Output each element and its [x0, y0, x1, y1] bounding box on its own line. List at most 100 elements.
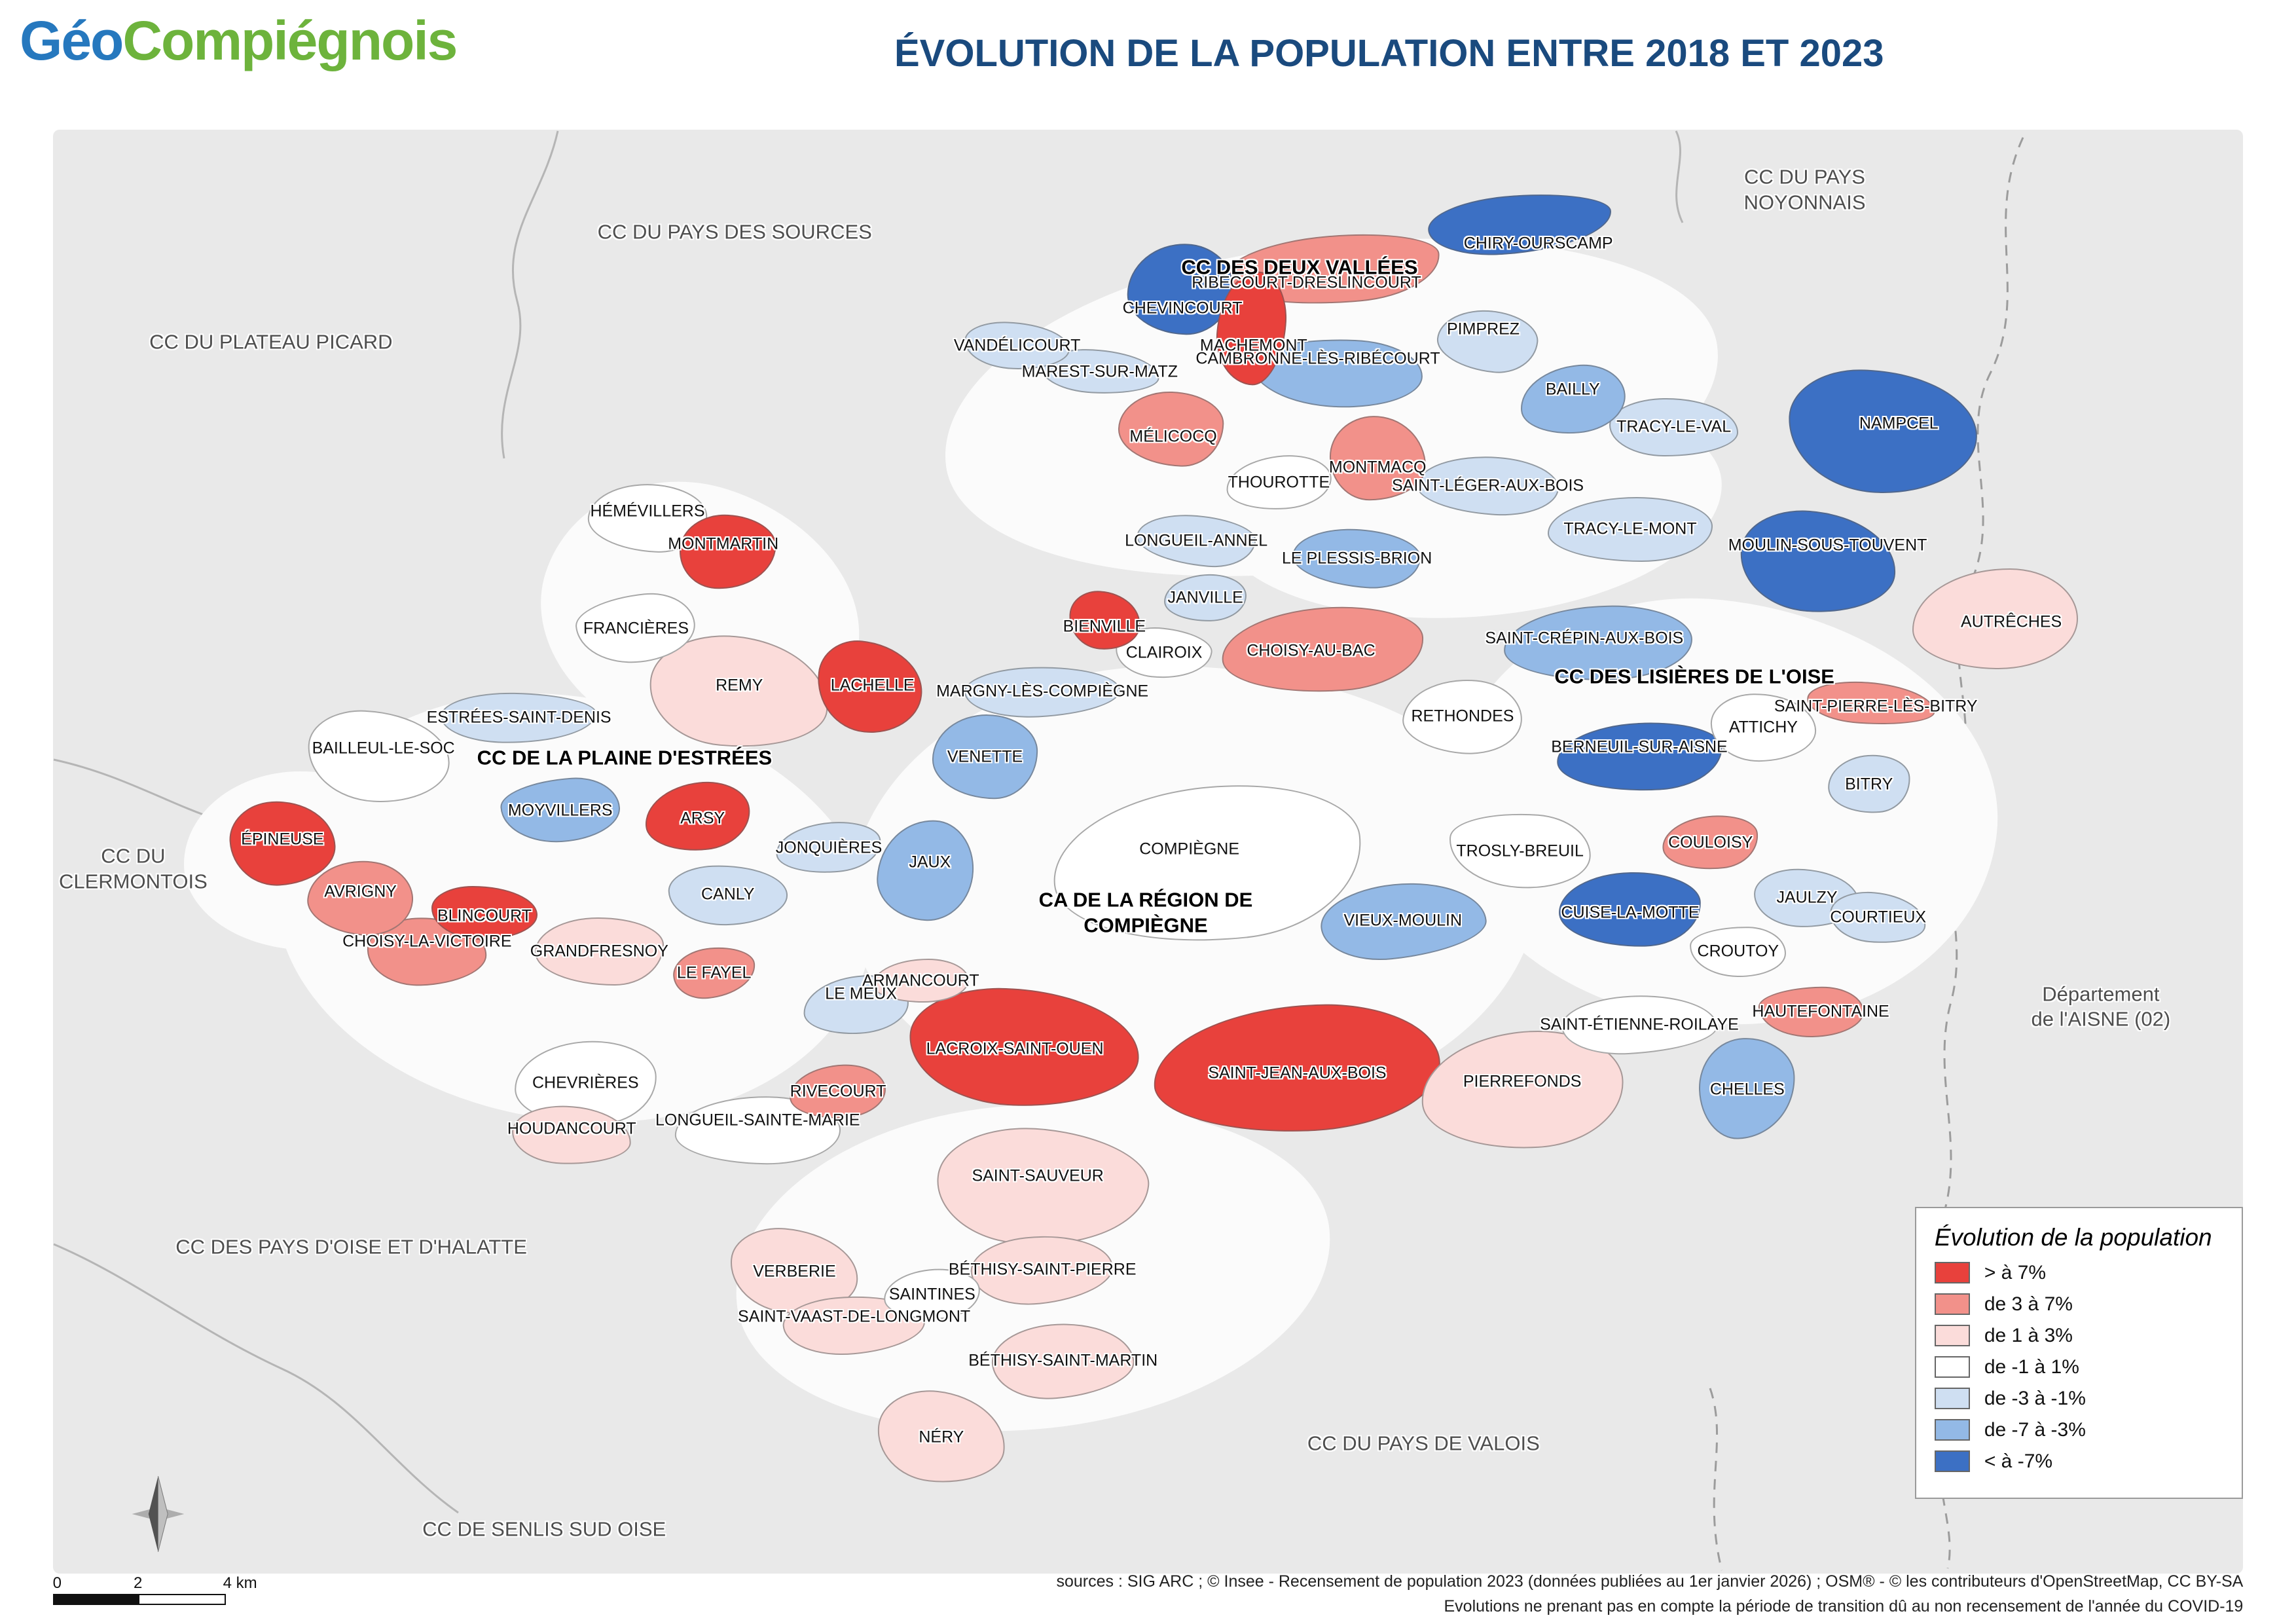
commune-label-rethondes: RETHONDES	[1411, 707, 1514, 726]
commune-label-lacroix-saint-ouen: LACROIX-SAINT-OUEN	[926, 1039, 1104, 1058]
legend-item-6: < à -7%	[1934, 1450, 2224, 1473]
scale-label-2: 2	[133, 1574, 143, 1593]
commune-label-bitry: BITRY	[1845, 775, 1893, 794]
commune-label-trosly-breuil: TROSLY-BREUIL	[1456, 841, 1584, 860]
commune-label-le-meux: LE MEUX	[825, 984, 898, 1003]
legend-swatch-2	[1934, 1325, 1970, 1347]
commune-label-venette: VENETTE	[947, 747, 1023, 766]
legend-item-label-6: < à -7%	[1984, 1450, 2053, 1472]
commune-label-choisy-au-bac: CHOISY-AU-BAC	[1247, 641, 1376, 660]
scale-label-4km: 4 km	[223, 1574, 257, 1593]
commune-label-cambronne-les-ribecourt: CAMBRONNE-LÈS-RIBÉCOURT	[1195, 349, 1440, 368]
legend-item-label-2: de 1 à 3%	[1984, 1324, 2073, 1346]
outer-label-cc-des-pays-d-oise-et-d-halatte: CC DES PAYS D'OISE ET D'HALATTE	[175, 1235, 527, 1259]
commune-label-thourotte: THOUROTTE	[1228, 472, 1330, 491]
commune-label-montmartin: MONTMARTIN	[668, 534, 779, 553]
commune-label-bethisy-saint-pierre: BÉTHISY-SAINT-PIERRE	[948, 1260, 1137, 1279]
commune-label-janville: JANVILLE	[1167, 588, 1243, 606]
commune-label-melicocq: MÉLICOCQ	[1129, 427, 1217, 446]
logo-part-compiegnois: Compiégnois	[122, 10, 458, 71]
commune-label-epineuse: ÉPINEUSE	[241, 830, 324, 849]
commune-label-le-fayel: LE FAYEL	[676, 963, 752, 982]
epci-label-cc-des-lisieres-de-l-oise: CC DES LISIÈRES DE L'OISE	[1554, 665, 1834, 688]
commune-label-couloisy: COULOISY	[1668, 833, 1753, 852]
commune-label-hautefontaine: HAUTEFONTAINE	[1752, 1002, 1889, 1021]
outer-label-cc-de-senlis-sud-oise: CC DE SENLIS SUD OISE	[422, 1517, 666, 1541]
commune-label-remy: REMY	[716, 675, 763, 694]
legend-item-label-4: de -3 à -1%	[1984, 1387, 2086, 1409]
commune-label-rivecourt: RIVECOURT	[790, 1081, 886, 1100]
commune-label-houdancourt: HOUDANCOURT	[507, 1118, 636, 1137]
commune-label-francieres: FRANCIÈRES	[583, 619, 689, 638]
commune-label-chiry-ourscamp: CHIRY-OURSCAMP	[1463, 234, 1613, 253]
commune-label-clairoix: CLAIROIX	[1125, 643, 1203, 662]
commune-label-tracy-le-mont: TRACY-LE-MONT	[1563, 519, 1697, 538]
legend-item-2: de 1 à 3%	[1934, 1324, 2224, 1347]
commune-label-choisy-la-victoire: CHOISY-LA-VICTOIRE	[342, 932, 512, 951]
legend-item-0: > à 7%	[1934, 1261, 2224, 1284]
commune-label-chelles: CHELLES	[1709, 1080, 1785, 1099]
legend-swatch-3	[1934, 1356, 1970, 1378]
epci-label-cc-de-la-plaine-d-estrees: CC DE LA PLAINE D'ESTRÉES	[477, 746, 773, 769]
commune-label-saint-leger-aux-bois: SAINT-LÉGER-AUX-BOIS	[1391, 475, 1584, 494]
commune-label-jaux: JAUX	[909, 853, 951, 872]
commune-label-autreches: AUTRÊCHES	[1961, 612, 2062, 631]
commune-label-croutoy: CROUTOY	[1697, 942, 1779, 961]
commune-label-avrigny: AVRIGNY	[324, 881, 397, 900]
commune-label-saint-etienne-roilaye: SAINT-ÉTIENNE-ROILAYE	[1540, 1015, 1739, 1034]
commune-label-margny-les-compiegne: MARGNY-LÈS-COMPIÈGNE	[936, 682, 1149, 701]
scale-segment-empty	[139, 1595, 225, 1604]
commune-shape-armancourt	[872, 959, 969, 1003]
commune-shape-blincourt	[431, 885, 538, 940]
outer-label-cc-du-pays-noyonnais: CC DU PAYS NOYONNAIS	[1743, 165, 1866, 214]
north-arrow-icon	[132, 1475, 185, 1552]
oise-halatte-boundary	[53, 1243, 459, 1514]
commune-label-pimprez: PIMPREZ	[1446, 320, 1520, 339]
outer-label-cc-du-clermontois: CC DU CLERMONTOIS	[58, 844, 208, 893]
legend-item-label-3: de -1 à 1%	[1984, 1356, 2079, 1378]
outer-label-cc-du-pays-de-valois: CC DU PAYS DE VALOIS	[1307, 1431, 1540, 1455]
legend-swatch-1	[1934, 1293, 1970, 1316]
commune-label-moulin-sous-touvent: MOULIN-SOUS-TOUVENT	[1728, 536, 1927, 555]
commune-label-jonquieres: JONQUIÈRES	[775, 838, 883, 857]
legend-item-1: de 3 à 7%	[1934, 1293, 2224, 1316]
commune-label-saint-jean-aux-bois: SAINT-JEAN-AUX-BOIS	[1208, 1063, 1387, 1082]
commune-label-berneuil-sur-aisne: BERNEUIL-SUR-AISNE	[1551, 737, 1728, 756]
logo-part-geo: Géo	[20, 10, 124, 71]
sources-noyonnais-boundary	[1675, 130, 1684, 223]
commune-label-montmacq: MONTMACQ	[1328, 458, 1427, 477]
commune-label-hemevillers: HÉMÉVILLERS	[590, 502, 705, 521]
outer-label-cc-du-plateau-picard: CC DU PLATEAU PICARD	[149, 330, 393, 354]
commune-label-le-plessis-brion: LE PLESSIS-BRION	[1282, 549, 1432, 568]
legend-items: > à 7% de 3 à 7% de 1 à 3% de -1 à 1% de -3 …	[1934, 1261, 2224, 1473]
app-logo: GéoCompiégnois	[20, 9, 458, 73]
commune-label-moyvillers: MOYVILLERS	[507, 800, 613, 819]
page-title: ÉVOLUTION DE LA POPULATION ENTRE 2018 ET…	[894, 32, 1884, 75]
plateau-picard-boundary	[501, 130, 559, 459]
scale-bar: 0 2 4 km	[52, 1574, 263, 1606]
commune-label-armancourt: ARMANCOURT	[862, 971, 979, 990]
commune-label-saint-crepin-aux-bois: SAINT-CRÉPIN-AUX-BOIS	[1485, 629, 1684, 647]
commune-label-saintines: SAINTINES	[888, 1284, 975, 1303]
commune-label-compiegne: COMPIÈGNE	[1139, 840, 1240, 858]
commune-label-jaulzy: JAULZY	[1776, 888, 1838, 907]
commune-label-bethisy-saint-martin: BÉTHISY-SAINT-MARTIN	[968, 1351, 1158, 1370]
commune-label-blincourt: BLINCOURT	[437, 906, 532, 925]
legend-item-label-0: > à 7%	[1984, 1261, 2047, 1283]
commune-label-saint-sauveur: SAINT-SAUVEUR	[972, 1166, 1104, 1185]
commune-label-chevrieres: CHEVRIÈRES	[532, 1073, 639, 1092]
epci-label-cc-des-deux-vallees: CC DES DEUX VALLÉES	[1181, 255, 1418, 279]
commune-label-nampcel: NAMPCEL	[1859, 414, 1939, 433]
disclaimer-line: Evolutions ne prenant pas en compte la p…	[1444, 1596, 2244, 1615]
commune-label-longueil-sainte-marie: LONGUEIL-SAINTE-MARIE	[655, 1111, 860, 1130]
commune-label-vandelicourt: VANDÉLICOURT	[953, 336, 1081, 355]
sources-line: sources : SIG ARC ; © Insee - Recensemen…	[1056, 1572, 2244, 1591]
commune-label-verberie: VERBERIE	[753, 1262, 836, 1281]
commune-label-machemont: MACHEMONT	[1199, 336, 1307, 355]
commune-label-attichy: ATTICHY	[1728, 718, 1798, 737]
commune-label-saint-pierre-les-bitry: SAINT-PIERRE-LÈS-BITRY	[1774, 697, 1978, 716]
scale-bar-numbers: 0 2 4 km	[53, 1574, 263, 1594]
commune-shape-tracy-le-mont	[1547, 496, 1713, 563]
